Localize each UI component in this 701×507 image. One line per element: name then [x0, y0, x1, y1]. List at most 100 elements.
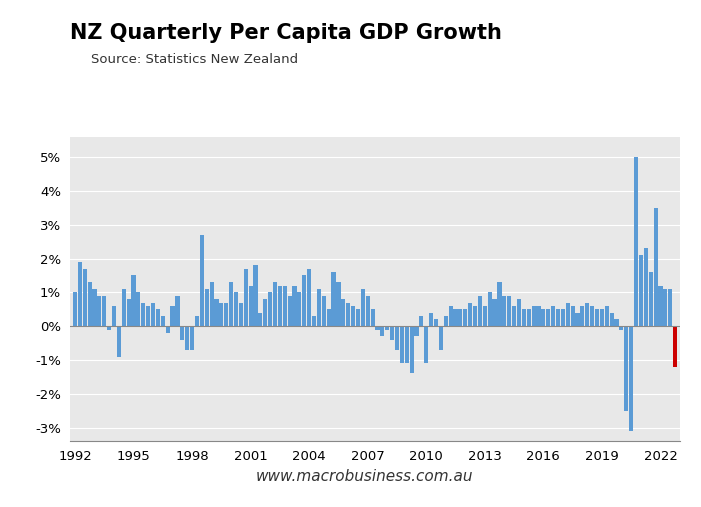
- Bar: [536, 306, 540, 326]
- Bar: [629, 326, 633, 431]
- Bar: [132, 275, 135, 326]
- Bar: [283, 285, 287, 326]
- Bar: [600, 309, 604, 326]
- Bar: [229, 282, 233, 326]
- Bar: [180, 326, 184, 340]
- Bar: [458, 309, 463, 326]
- Bar: [127, 299, 130, 326]
- Bar: [653, 208, 658, 326]
- Bar: [146, 306, 150, 326]
- Bar: [439, 326, 443, 350]
- Bar: [551, 306, 555, 326]
- Bar: [278, 285, 282, 326]
- Bar: [404, 326, 409, 364]
- Bar: [170, 306, 175, 326]
- Bar: [239, 303, 243, 326]
- Bar: [210, 282, 214, 326]
- Bar: [580, 306, 585, 326]
- Bar: [297, 293, 301, 326]
- Bar: [312, 316, 316, 326]
- Bar: [380, 326, 384, 336]
- Bar: [658, 285, 662, 326]
- Bar: [429, 313, 433, 326]
- Bar: [78, 262, 82, 326]
- Bar: [327, 309, 331, 326]
- Bar: [546, 309, 550, 326]
- Bar: [634, 157, 638, 326]
- Bar: [483, 306, 487, 326]
- Bar: [576, 313, 580, 326]
- Bar: [234, 293, 238, 326]
- Bar: [434, 319, 438, 326]
- Bar: [224, 303, 229, 326]
- Bar: [409, 326, 414, 374]
- Bar: [605, 306, 609, 326]
- Bar: [366, 296, 370, 326]
- Bar: [190, 326, 194, 350]
- Bar: [151, 303, 155, 326]
- Bar: [444, 316, 448, 326]
- Bar: [663, 289, 667, 326]
- Bar: [376, 326, 379, 330]
- Bar: [419, 316, 423, 326]
- Bar: [107, 326, 111, 330]
- Bar: [336, 282, 341, 326]
- Bar: [556, 309, 560, 326]
- Text: NZ Quarterly Per Capita GDP Growth: NZ Quarterly Per Capita GDP Growth: [70, 23, 502, 43]
- Text: Source: Statistics New Zealand: Source: Statistics New Zealand: [91, 53, 298, 66]
- Bar: [590, 306, 594, 326]
- Bar: [517, 299, 521, 326]
- Bar: [595, 309, 599, 326]
- Bar: [526, 309, 531, 326]
- Bar: [400, 326, 404, 364]
- Bar: [488, 293, 492, 326]
- Bar: [205, 289, 209, 326]
- Bar: [263, 299, 267, 326]
- Bar: [571, 306, 575, 326]
- Bar: [668, 289, 672, 326]
- Bar: [566, 303, 570, 326]
- Bar: [244, 269, 248, 326]
- Bar: [268, 293, 272, 326]
- Text: BUSINESS: BUSINESS: [555, 54, 633, 68]
- Bar: [93, 289, 97, 326]
- Bar: [292, 285, 297, 326]
- Bar: [585, 303, 590, 326]
- Bar: [136, 293, 140, 326]
- Bar: [317, 289, 321, 326]
- Bar: [97, 296, 102, 326]
- Bar: [195, 316, 199, 326]
- Bar: [502, 296, 506, 326]
- Bar: [620, 326, 623, 330]
- Bar: [610, 313, 614, 326]
- Bar: [356, 309, 360, 326]
- Bar: [371, 309, 374, 326]
- Bar: [302, 275, 306, 326]
- Bar: [648, 272, 653, 326]
- Bar: [258, 313, 262, 326]
- Bar: [541, 309, 545, 326]
- Bar: [322, 296, 326, 326]
- Bar: [644, 248, 648, 326]
- Bar: [273, 282, 277, 326]
- Bar: [424, 326, 428, 364]
- Bar: [361, 289, 365, 326]
- Bar: [615, 319, 618, 326]
- Bar: [161, 316, 165, 326]
- Bar: [673, 326, 677, 367]
- Bar: [512, 306, 516, 326]
- Text: www.macrobusiness.com.au: www.macrobusiness.com.au: [256, 469, 473, 484]
- Bar: [454, 309, 458, 326]
- Bar: [385, 326, 389, 330]
- Bar: [219, 303, 224, 326]
- Bar: [531, 306, 536, 326]
- Bar: [112, 306, 116, 326]
- Bar: [493, 299, 496, 326]
- Bar: [156, 309, 160, 326]
- Bar: [102, 296, 107, 326]
- Bar: [414, 326, 418, 336]
- Bar: [254, 265, 257, 326]
- Bar: [117, 326, 121, 356]
- Bar: [449, 306, 453, 326]
- Bar: [122, 289, 126, 326]
